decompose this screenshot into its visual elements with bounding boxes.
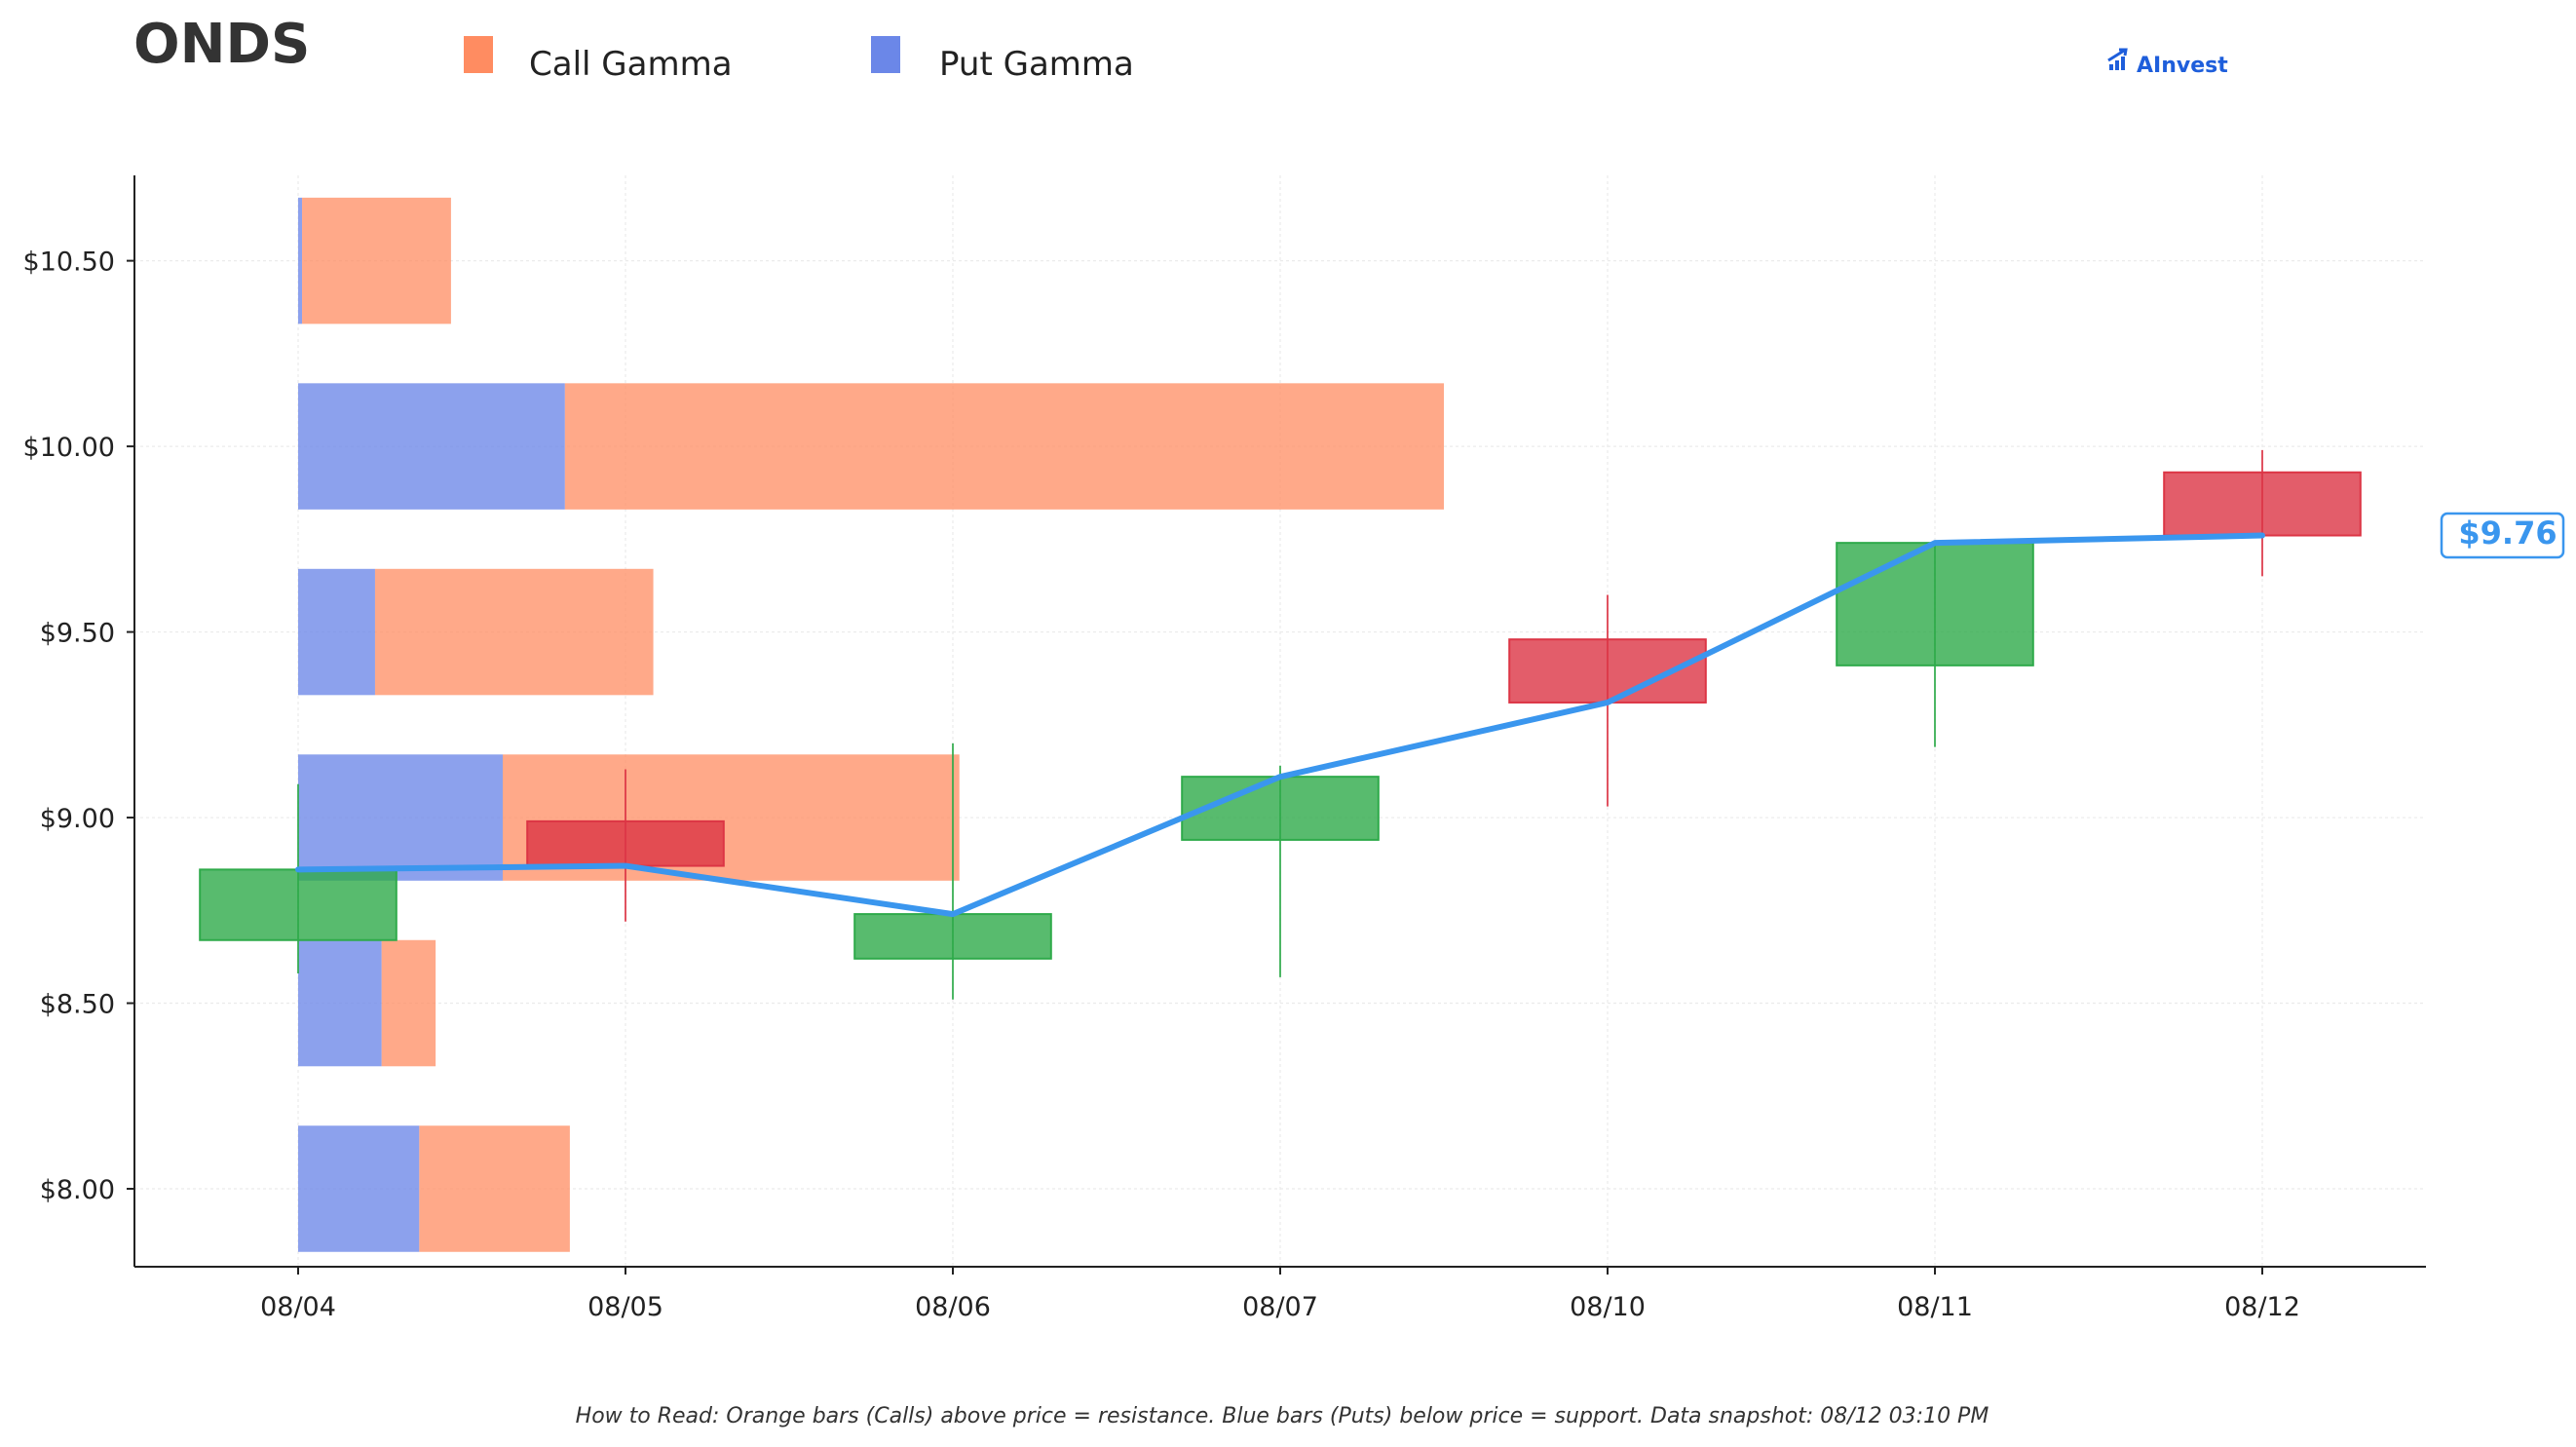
- call-gamma-legend-label: Call Gamma: [529, 45, 733, 84]
- put-gamma-legend-label: Put Gamma: [939, 45, 1134, 84]
- y-tick-label: $8.50: [40, 990, 115, 1020]
- x-tick-label: 08/12: [2224, 1292, 2300, 1322]
- gamma-bars: [298, 197, 1444, 1252]
- x-tick-label: 08/11: [1897, 1292, 1973, 1322]
- gridlines: [134, 175, 2426, 1267]
- brand-name: AInvest: [2137, 54, 2228, 78]
- current-price-badge: $9.76: [2440, 512, 2565, 559]
- put-gamma-swatch: [871, 36, 900, 73]
- up-candle: [853, 743, 1052, 1000]
- up-candle: [1836, 542, 2034, 747]
- candlesticks: [199, 449, 2362, 1000]
- put-gamma-bar: [298, 754, 503, 881]
- candle-body: [853, 913, 1052, 960]
- close-price-line: [295, 532, 2265, 918]
- y-tick-label: $10.50: [23, 248, 115, 278]
- x-tick-label: 08/06: [915, 1292, 991, 1322]
- y-tick-label: $10.00: [23, 433, 115, 463]
- candle-body: [1836, 542, 2034, 666]
- axes: $8.00 $8.50 $9.00 $9.50 $10.00 $10.50 08/04 08/…: [23, 175, 2426, 1322]
- call-gamma-bar: [374, 568, 654, 696]
- x-tick-label: 08/07: [1242, 1292, 1318, 1322]
- x-tick-label: 08/10: [1570, 1292, 1646, 1322]
- candle-body: [2163, 471, 2362, 537]
- ticker-title: ONDS: [133, 13, 310, 76]
- call-gamma-bar: [419, 1125, 570, 1252]
- x-tick-label: 08/04: [260, 1292, 336, 1322]
- x-tick-label: 08/05: [587, 1292, 663, 1322]
- call-gamma-swatch: [464, 36, 493, 73]
- put-gamma-bar: [298, 197, 303, 324]
- candle-body: [1181, 776, 1380, 841]
- brand-logo: AInvest: [2107, 48, 2228, 78]
- put-gamma-bar: [298, 1125, 420, 1252]
- legend: Call Gamma Put Gamma: [464, 36, 1134, 84]
- call-gamma-bar: [381, 939, 436, 1067]
- down-candle: [526, 769, 725, 922]
- call-gamma-bar: [302, 197, 451, 324]
- put-gamma-bar: [298, 383, 565, 510]
- current-price-label: $9.76: [2458, 514, 2557, 552]
- call-gamma-bar: [564, 383, 1444, 510]
- put-gamma-bar: [298, 939, 382, 1067]
- up-candle: [1181, 765, 1380, 977]
- put-gamma-bar: [298, 568, 375, 696]
- y-tick-label: $9.00: [40, 804, 115, 834]
- price-line: [295, 532, 2265, 918]
- bar-chart-arrow-icon: [2107, 48, 2128, 70]
- candle-body: [526, 819, 725, 867]
- y-tick-label: $9.50: [40, 619, 115, 649]
- candle-body: [199, 868, 398, 941]
- y-tick-label: $8.00: [40, 1175, 115, 1205]
- current-price-badge-box: [2440, 512, 2565, 559]
- how-to-read-footnote: How to Read: Orange bars (Calls) above p…: [576, 1404, 1989, 1428]
- down-candle: [2163, 449, 2362, 577]
